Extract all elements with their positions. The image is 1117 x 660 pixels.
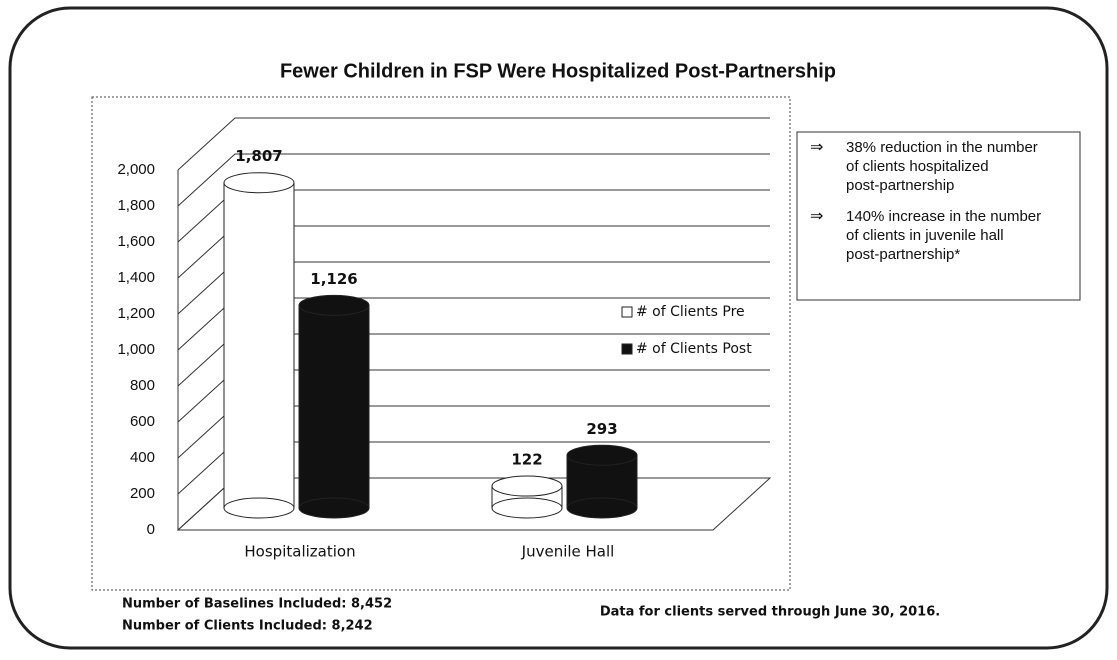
y-tick-label: 800 bbox=[130, 377, 155, 394]
bar bbox=[223, 182, 295, 509]
slide-frame bbox=[8, 6, 1109, 650]
note: 38% reduction in the number of clients ho… bbox=[846, 139, 1038, 194]
note-arrow: ⇒ bbox=[810, 139, 823, 156]
value-label: 293 bbox=[586, 420, 617, 438]
y-tick-label: 1,200 bbox=[117, 305, 155, 322]
chart-title: Fewer Children in FSP Were Hospitalized … bbox=[280, 60, 836, 82]
y-tick-label: 1,000 bbox=[117, 341, 155, 358]
grid-line bbox=[177, 117, 770, 171]
y-tick-label: 0 bbox=[147, 521, 155, 538]
notes: ⇒ 38% reduction in the number of clients h… bbox=[810, 139, 1041, 263]
legend-swatch bbox=[621, 306, 633, 318]
y-tick-label: 400 bbox=[130, 449, 155, 466]
y-tick-label: 600 bbox=[130, 413, 155, 430]
legend-label: # of Clients Pre bbox=[636, 304, 745, 320]
x-tick-label: Hospitalization bbox=[244, 543, 355, 561]
bar bbox=[298, 304, 370, 509]
footnote: Number of Baselines Included: 8,452 bbox=[122, 597, 392, 612]
y-tick-label: 2,000 bbox=[117, 161, 155, 178]
bar-top bbox=[298, 294, 370, 316]
bar-base bbox=[298, 497, 370, 519]
x-tick-label: Juvenile Hall bbox=[521, 543, 615, 561]
bar-base bbox=[566, 497, 638, 519]
grid-line bbox=[177, 153, 770, 207]
note-arrow: ⇒ bbox=[810, 208, 823, 225]
legend-swatch bbox=[621, 343, 633, 355]
bar-top bbox=[566, 444, 638, 466]
source-note: Data for clients served through June 30,… bbox=[600, 605, 940, 620]
bar-top bbox=[491, 475, 563, 497]
y-tick-label: 1,600 bbox=[117, 233, 155, 250]
bar-base bbox=[223, 497, 295, 519]
notes-box bbox=[796, 131, 1081, 301]
legend-label: # of Clients Post bbox=[636, 341, 752, 357]
note: 140% increase in the number of clients in… bbox=[846, 208, 1041, 263]
bar-top bbox=[223, 172, 295, 194]
plot-box bbox=[91, 96, 791, 591]
bar-base bbox=[491, 497, 563, 519]
value-label: 1,807 bbox=[235, 147, 282, 165]
value-label: 122 bbox=[511, 451, 542, 469]
footnote: Number of Clients Included: 8,242 bbox=[122, 619, 373, 634]
y-tick-label: 1,800 bbox=[117, 197, 155, 214]
y-tick-label: 200 bbox=[130, 485, 155, 502]
value-label: 1,126 bbox=[310, 270, 357, 288]
y-tick-label: 1,400 bbox=[117, 269, 155, 286]
